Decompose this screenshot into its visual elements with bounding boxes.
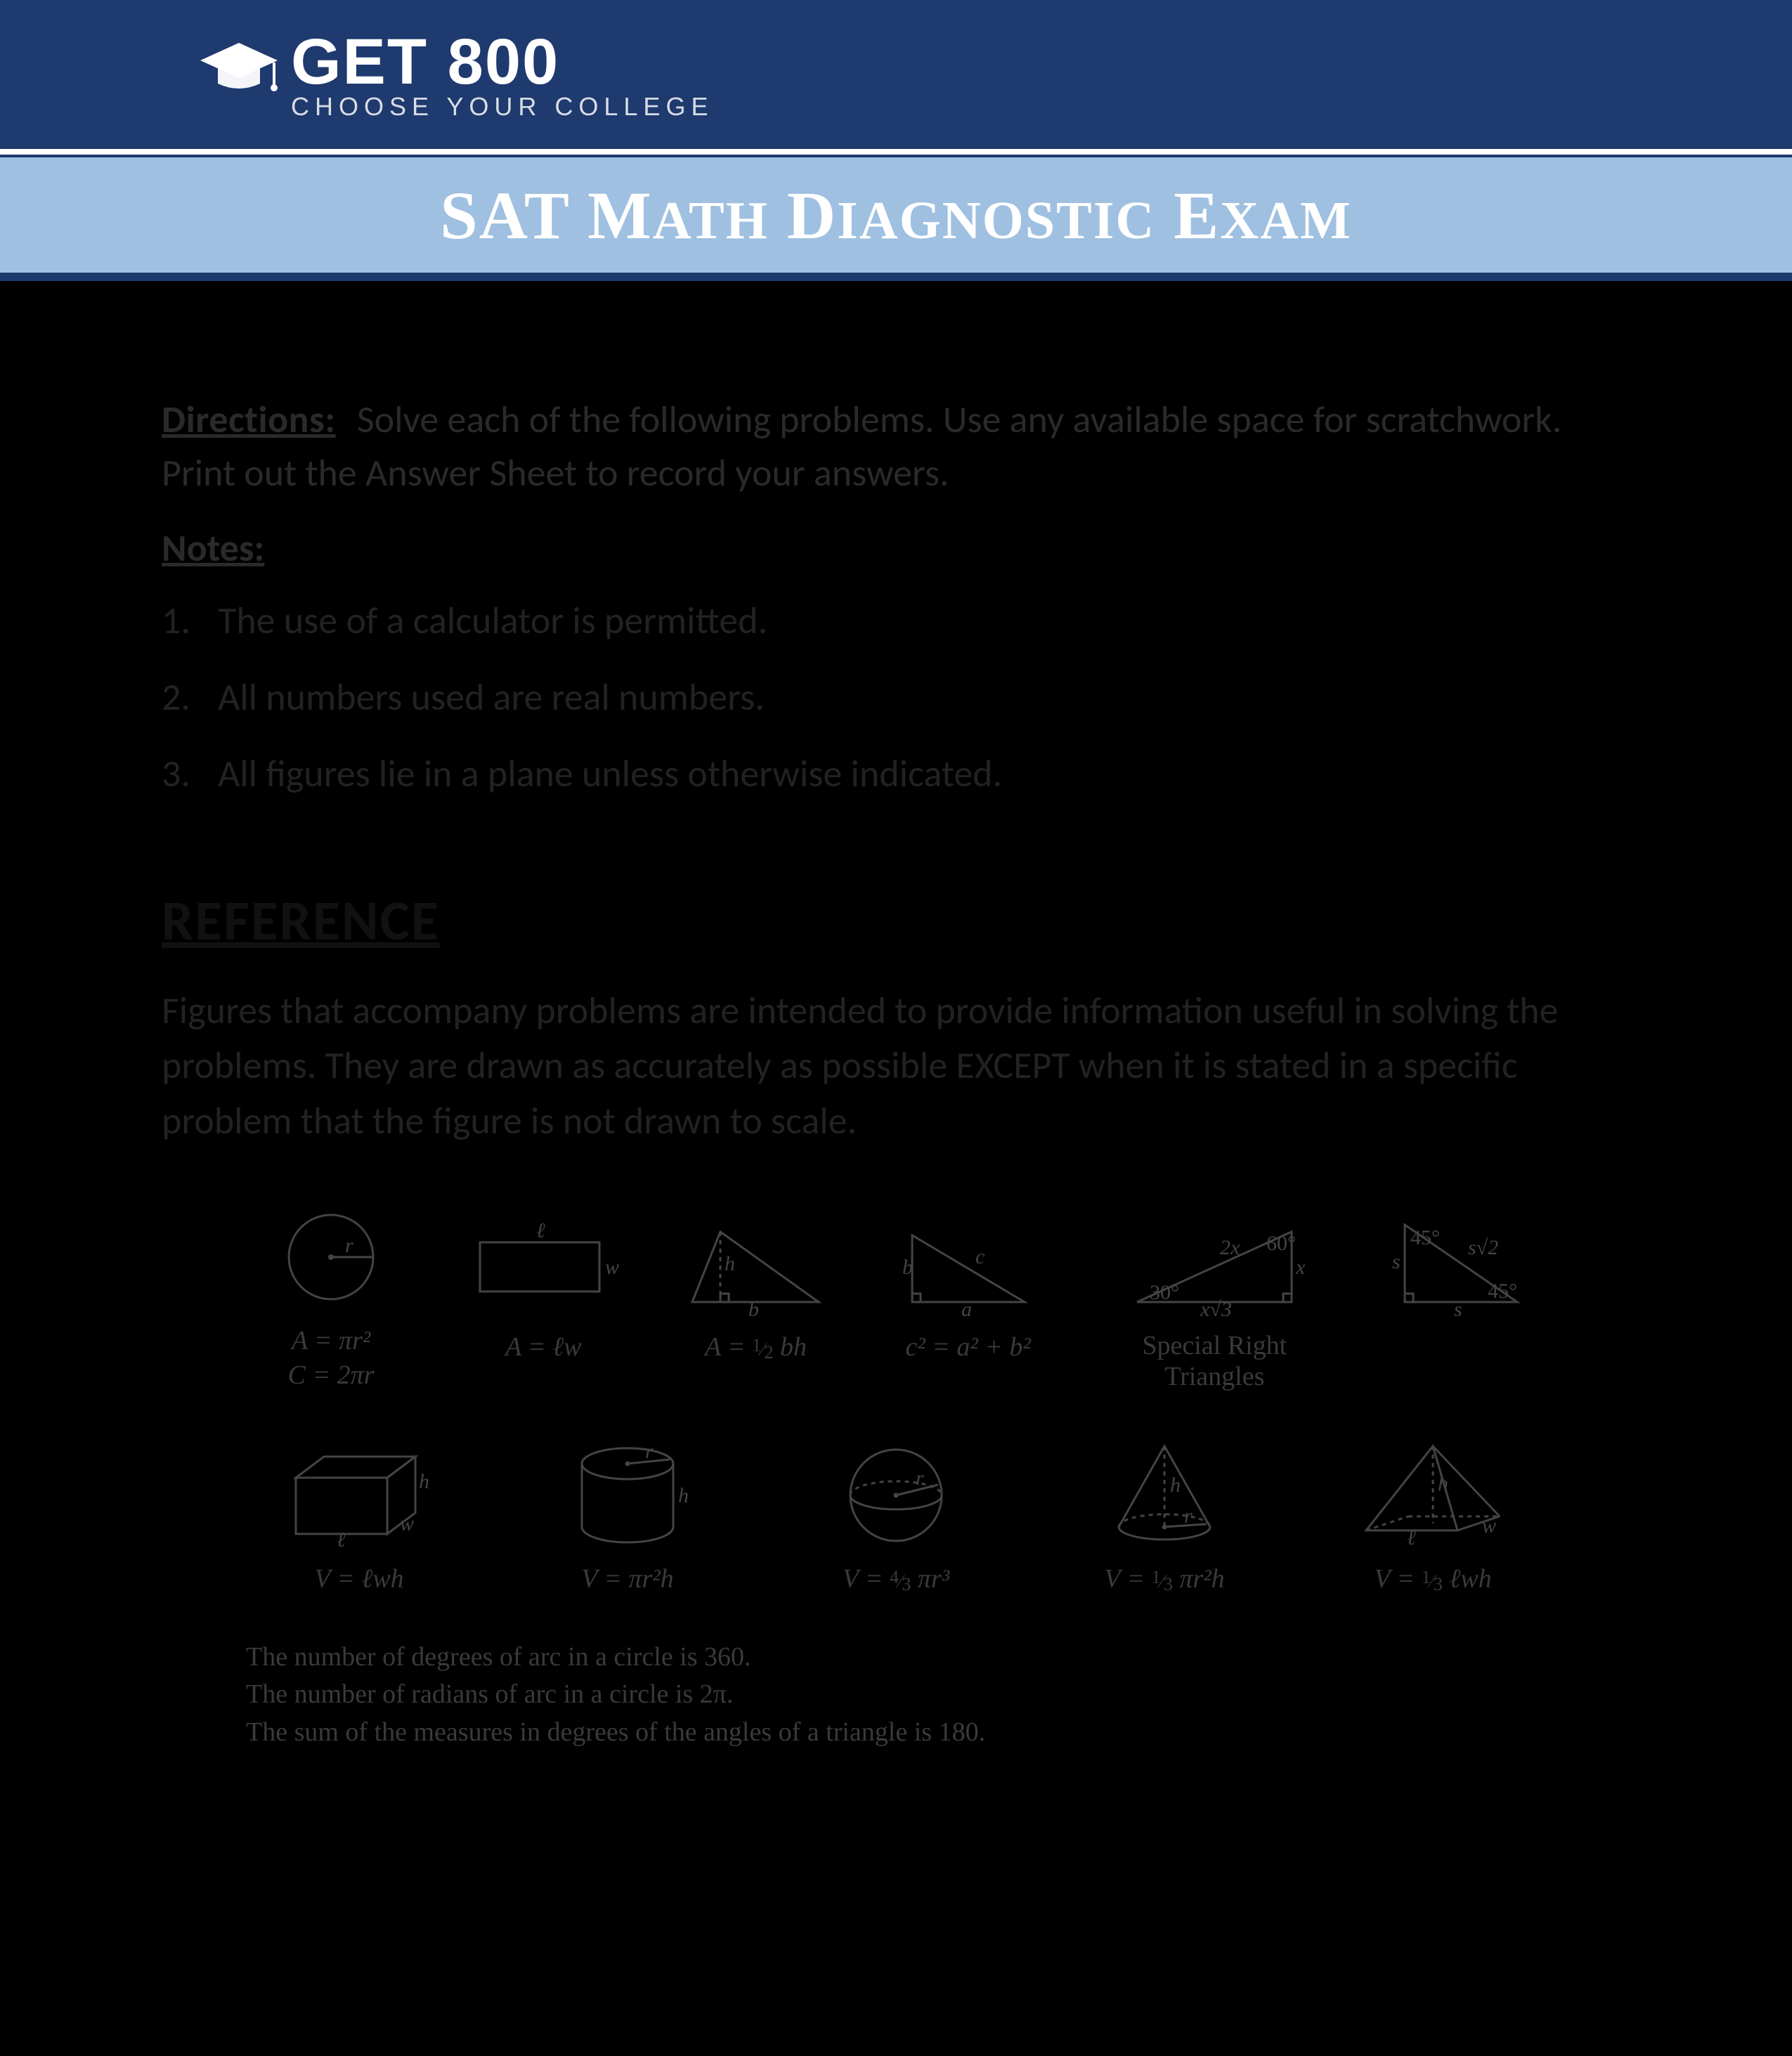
pyramid-icon: h w ℓ <box>1352 1436 1514 1548</box>
svg-text:r: r <box>916 1466 924 1490</box>
reference-heading: REFERENCE <box>162 887 1630 955</box>
notes-label: Notes: <box>162 525 1630 571</box>
svg-text:h: h <box>725 1252 735 1275</box>
reference-desc: Figures that accompany problems are inte… <box>162 983 1630 1148</box>
circle-icon: r <box>275 1204 387 1310</box>
svg-text:w: w <box>1482 1514 1496 1537</box>
page-title: SAT MATH DIAGNOSTIC EXAM <box>440 176 1351 254</box>
formula-pyth: b a c c² = a² + b² <box>883 1211 1053 1393</box>
sphere-icon: r <box>826 1436 966 1548</box>
formula-30-60-90: 30° 60° 2x x x√3 Special Right Triangles <box>1096 1211 1334 1393</box>
fact-line: The number of radians of arc in a circle… <box>246 1676 1546 1713</box>
fact-line: The sum of the measures in degrees of th… <box>246 1714 1546 1751</box>
sphere-vol: V = 4⁄3 πr³ <box>843 1562 949 1596</box>
formula-sphere: r V = 4⁄3 πr³ <box>783 1436 1009 1596</box>
svg-text:b: b <box>902 1256 913 1279</box>
brand-main: GET 800 <box>291 30 713 94</box>
notes-list: 1.The use of a calculator is permitted. … <box>162 592 1630 802</box>
svg-text:ℓ: ℓ <box>1407 1526 1416 1548</box>
svg-text:r: r <box>345 1234 353 1257</box>
brand-logo: GET 800 CHOOSE YOUR COLLEGE <box>197 30 713 119</box>
svg-text:r: r <box>1184 1504 1193 1528</box>
formula-rect: ℓ w A = ℓw <box>458 1211 628 1393</box>
note-item: 1.The use of a calculator is permitted. <box>218 592 1630 649</box>
title-bar: SAT MATH DIAGNOSTIC EXAM <box>0 155 1792 281</box>
svg-text:60°: 60° <box>1266 1232 1296 1255</box>
svg-text:r: r <box>645 1440 654 1463</box>
triangle-area: A = 1⁄2 bh <box>705 1330 807 1365</box>
note-item: 2.All numbers used are real numbers. <box>218 669 1630 726</box>
svg-text:a: a <box>961 1298 972 1316</box>
svg-text:x: x <box>1295 1256 1306 1279</box>
fact-line: The number of degrees of arc in a circle… <box>246 1639 1546 1676</box>
content-area: Directions: Solve each of the following … <box>0 281 1792 1751</box>
svg-text:h: h <box>1170 1473 1181 1497</box>
svg-text:ℓ: ℓ <box>536 1219 545 1242</box>
svg-text:s√2: s√2 <box>1468 1236 1498 1259</box>
directions-text: Solve each of the following problems. Us… <box>162 396 1561 496</box>
formula-circle: r A = πr² C = 2πr <box>246 1204 416 1393</box>
rect-icon: ℓ w <box>466 1211 621 1316</box>
formula-cone: h r V = 1⁄3 πr²h <box>1051 1436 1278 1596</box>
svg-text:h: h <box>419 1470 429 1493</box>
formula-pyramid: h w ℓ V = 1⁄3 ℓwh <box>1320 1436 1546 1596</box>
svg-text:b: b <box>748 1298 759 1316</box>
brand-header: GET 800 CHOOSE YOUR COLLEGE <box>0 0 1792 155</box>
thirty-sixty-ninety-icon: 30° 60° 2x x x√3 <box>1116 1211 1313 1316</box>
svg-text:s: s <box>1392 1250 1401 1273</box>
svg-text:ℓ: ℓ <box>337 1528 346 1548</box>
svg-text:w: w <box>605 1256 619 1279</box>
brand-sub: CHOOSE YOUR COLLEGE <box>291 94 713 119</box>
formula-row-2: h w ℓ V = ℓwh r h V = πr²h <box>246 1436 1546 1596</box>
svg-text:h: h <box>678 1484 689 1507</box>
svg-text:c: c <box>975 1245 985 1268</box>
cylinder-icon: r h <box>557 1436 698 1548</box>
formula-row-1: r A = πr² C = 2πr ℓ w A = ℓw <box>246 1204 1546 1393</box>
cone-vol: V = 1⁄3 πr²h <box>1104 1562 1224 1596</box>
triangle-icon: h b <box>678 1211 833 1316</box>
formula-triangle: h b A = 1⁄2 bh <box>670 1211 840 1393</box>
svg-text:45°: 45° <box>1410 1226 1440 1249</box>
formula-45-45-90: 45° 45° s s s√2 <box>1376 1211 1546 1393</box>
formula-reference: r A = πr² C = 2πr ℓ w A = ℓw <box>162 1204 1630 1751</box>
right-triangle-icon: b a c <box>891 1211 1046 1316</box>
directions: Directions: Solve each of the following … <box>162 393 1630 500</box>
reference-facts: The number of degrees of arc in a circle… <box>246 1639 1546 1751</box>
svg-text:w: w <box>400 1512 414 1535</box>
formula-box: h w ℓ V = ℓwh <box>246 1436 472 1596</box>
svg-text:2x: 2x <box>1220 1236 1240 1259</box>
pyramid-vol: V = 1⁄3 ℓwh <box>1374 1562 1491 1596</box>
directions-label: Directions: <box>162 396 349 443</box>
box-icon: h w ℓ <box>282 1436 436 1548</box>
note-item: 3.All figures lie in a plane unless othe… <box>218 746 1630 802</box>
svg-text:x√3: x√3 <box>1200 1298 1232 1316</box>
grad-cap-icon <box>197 36 274 78</box>
svg-text:30°: 30° <box>1150 1281 1179 1304</box>
cone-icon: h r <box>1094 1436 1235 1548</box>
formula-cylinder: r h V = πr²h <box>514 1436 741 1596</box>
svg-text:45°: 45° <box>1488 1280 1517 1303</box>
svg-text:h: h <box>1438 1472 1448 1495</box>
svg-text:s: s <box>1454 1298 1462 1316</box>
forty-five-icon: 45° 45° s s s√2 <box>1384 1211 1538 1316</box>
